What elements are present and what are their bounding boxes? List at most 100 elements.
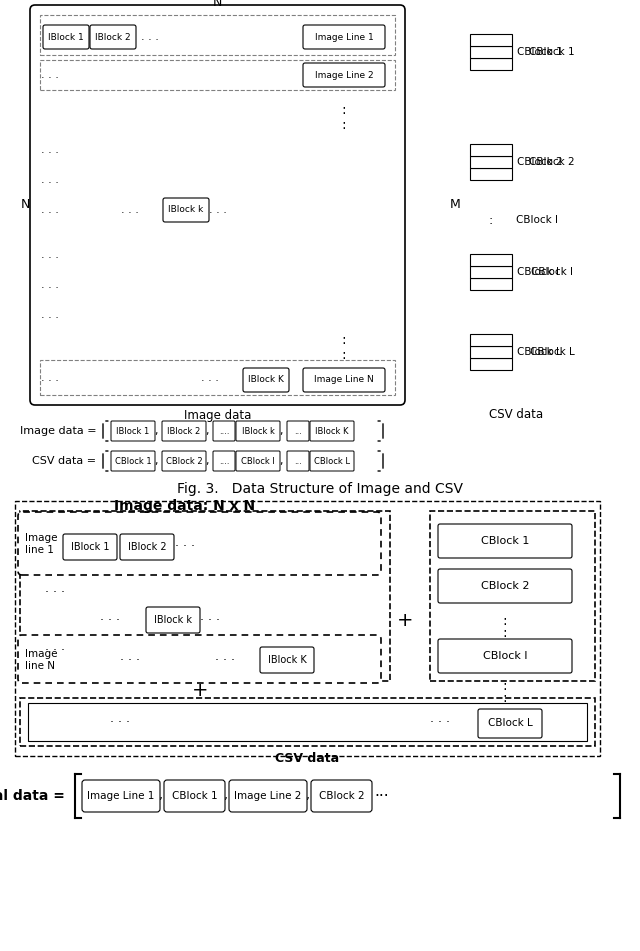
Text: :: : (342, 348, 346, 362)
Text: :: : (342, 118, 346, 132)
Text: CBlock 2: CBlock 2 (166, 456, 202, 465)
FancyBboxPatch shape (310, 451, 354, 471)
Text: ,: , (205, 456, 209, 466)
FancyBboxPatch shape (162, 421, 206, 441)
Text: CBlock 1: CBlock 1 (481, 536, 529, 546)
FancyBboxPatch shape (213, 451, 235, 471)
Text: Image data: Image data (184, 409, 251, 421)
Text: . . .: . . . (41, 70, 59, 80)
Text: Image
line N: Image line N (25, 649, 58, 671)
FancyBboxPatch shape (236, 421, 280, 441)
FancyBboxPatch shape (213, 421, 235, 441)
Text: . . .: . . . (41, 310, 59, 320)
FancyBboxPatch shape (111, 421, 155, 441)
Text: Image data: N x N: Image data: N x N (115, 499, 255, 513)
Text: CSV data =: CSV data = (33, 456, 100, 466)
Bar (28, 703, 587, 741)
Text: · · ·: · · · (45, 587, 65, 599)
FancyBboxPatch shape (303, 63, 385, 87)
Text: ,: , (279, 426, 283, 436)
Bar (470, 156, 512, 168)
Bar (470, 266, 512, 278)
FancyBboxPatch shape (162, 451, 206, 471)
Text: . . .: . . . (41, 205, 59, 215)
Text: ,: , (159, 789, 163, 803)
Text: ....: .... (219, 456, 229, 465)
Text: CSV data: CSV data (489, 409, 543, 421)
Text: IBlock 2: IBlock 2 (168, 426, 200, 436)
Text: ,: , (306, 789, 310, 803)
Bar (40, 15, 395, 55)
Text: Image Line 2: Image Line 2 (315, 70, 373, 80)
Text: CBlock 1: CBlock 1 (172, 791, 218, 801)
FancyBboxPatch shape (63, 534, 117, 560)
Bar (20, 511, 390, 681)
Text: IBlock 1: IBlock 1 (48, 32, 84, 42)
Bar (430, 511, 595, 681)
Text: CSV data: CSV data (275, 751, 340, 765)
FancyBboxPatch shape (287, 451, 309, 471)
Text: . . .: . . . (121, 205, 139, 215)
Bar (470, 168, 512, 180)
Text: ,: , (279, 456, 283, 466)
Text: :: : (502, 679, 508, 693)
Text: IBlock 1: IBlock 1 (71, 542, 109, 552)
Text: CBlock l: CBlock l (531, 267, 573, 277)
Text: ....: .... (219, 426, 229, 436)
FancyBboxPatch shape (243, 368, 289, 392)
Text: Image Line 1: Image Line 1 (315, 32, 373, 42)
Text: . . .: . . . (41, 175, 59, 185)
Text: ···: ··· (374, 788, 388, 804)
Bar (20, 698, 595, 746)
Text: ,: , (224, 789, 228, 803)
Bar (470, 346, 512, 358)
Text: :: : (502, 614, 508, 628)
Text: +: + (192, 682, 208, 701)
Text: CBlock L: CBlock L (517, 347, 562, 357)
Text: IBlock k: IBlock k (168, 205, 204, 215)
Text: ,: , (154, 456, 157, 466)
Text: IBlock K: IBlock K (316, 426, 349, 436)
Text: Image
line 1: Image line 1 (25, 533, 58, 555)
Text: IBlock 2: IBlock 2 (95, 32, 131, 42)
Text: M: M (450, 199, 460, 211)
Text: CBlock 2: CBlock 2 (517, 157, 563, 167)
Bar (470, 358, 512, 370)
Text: IBlock K: IBlock K (248, 376, 284, 384)
FancyBboxPatch shape (18, 512, 381, 575)
Text: Image Line N: Image Line N (314, 376, 374, 384)
FancyBboxPatch shape (438, 639, 572, 673)
Text: CBlock L: CBlock L (530, 347, 574, 357)
FancyBboxPatch shape (438, 569, 572, 603)
Text: · · ·: · · · (430, 715, 450, 728)
Text: · · ·: · · · (110, 715, 130, 728)
FancyBboxPatch shape (478, 709, 542, 738)
Text: · · ·: · · · (100, 614, 120, 628)
FancyBboxPatch shape (43, 25, 89, 49)
Text: · · ·: · · · (45, 645, 65, 657)
FancyBboxPatch shape (18, 635, 381, 683)
Text: N: N (20, 199, 29, 211)
Text: CBlock 1: CBlock 1 (529, 47, 575, 57)
Text: CBlock 2: CBlock 2 (481, 581, 529, 591)
FancyBboxPatch shape (120, 534, 174, 560)
FancyBboxPatch shape (163, 198, 209, 222)
Text: · · ·: · · · (215, 653, 235, 667)
Bar (470, 334, 512, 346)
Text: . . .: . . . (41, 145, 59, 155)
Text: . . .: . . . (141, 32, 159, 42)
Bar (470, 278, 512, 290)
Text: · · ·: · · · (175, 540, 195, 553)
FancyBboxPatch shape (90, 25, 136, 49)
FancyBboxPatch shape (303, 25, 385, 49)
Text: . . .: . . . (41, 373, 59, 383)
Text: . . .: . . . (209, 205, 227, 215)
Text: Fig. 3.   Data Structure of Image and CSV: Fig. 3. Data Structure of Image and CSV (177, 482, 463, 496)
Text: CBlock l: CBlock l (517, 267, 559, 277)
Text: CBlock L: CBlock L (488, 718, 532, 728)
FancyBboxPatch shape (310, 421, 354, 441)
Bar (40, 360, 395, 395)
Text: . . .: . . . (41, 250, 59, 260)
Text: CBlock 2: CBlock 2 (529, 157, 575, 167)
Text: IBlock K: IBlock K (268, 655, 307, 665)
